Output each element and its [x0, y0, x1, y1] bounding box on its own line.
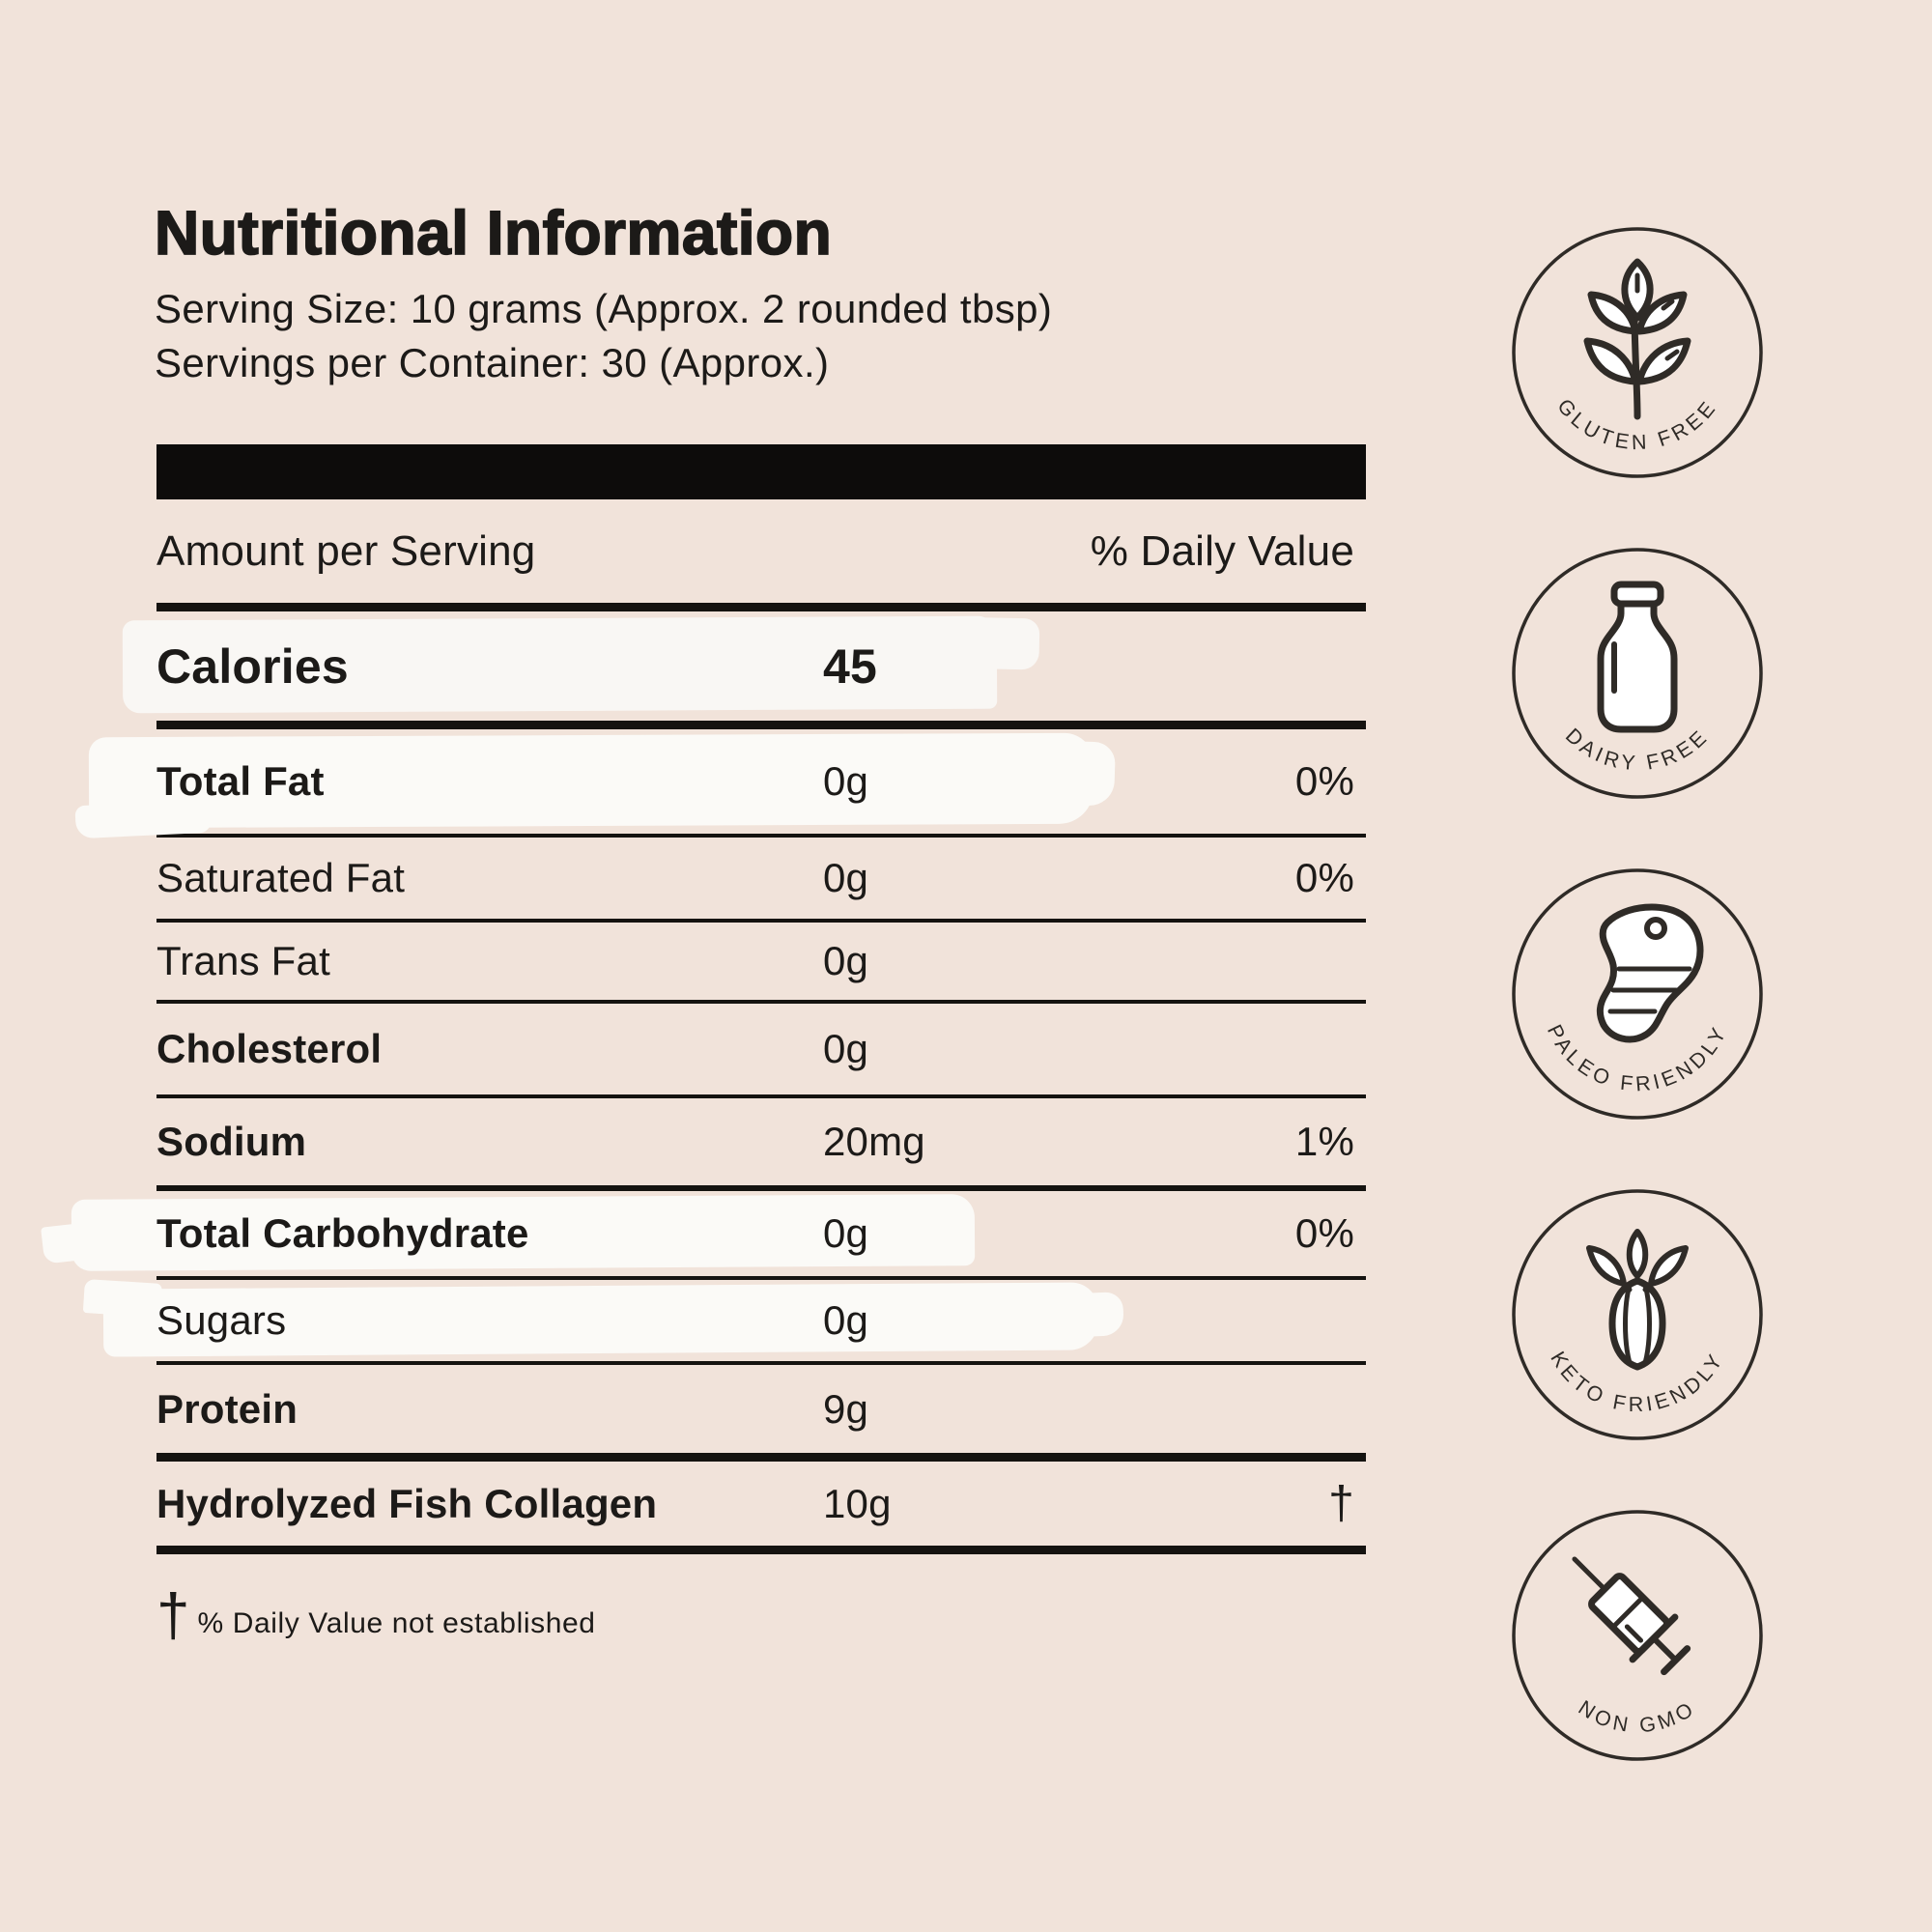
row-label: Calories	[156, 639, 349, 694]
row-amount: 0g	[823, 758, 869, 804]
table-row-cholesterol: Cholesterol 0g	[156, 1004, 1366, 1098]
serving-size-text: Serving Size: 10 grams (Approx. 2 rounde…	[155, 286, 1053, 331]
row-label: Saturated Fat	[156, 855, 406, 900]
row-label: Sugars	[156, 1297, 287, 1343]
row-amount: 20mg	[823, 1119, 925, 1164]
row-amount: 9g	[823, 1385, 869, 1432]
row-amount: 45	[823, 639, 878, 694]
row-label: Sodium	[156, 1119, 307, 1164]
badge-gluten-free: GLUTEN FREE	[1510, 225, 1765, 480]
table-row-calories: Calories 45	[122, 611, 1366, 729]
row-label: Protein	[156, 1385, 298, 1432]
table-header-row: Amount per Serving % Daily Value	[156, 499, 1366, 611]
servings-per-container-text: Servings per Container: 30 (Approx.)	[155, 340, 830, 385]
badge-label: NON GMO	[1575, 1696, 1701, 1738]
row-daily-value: 0%	[1294, 1210, 1354, 1256]
dagger-symbol: †	[1328, 1478, 1354, 1529]
table-row-saturated-fat: Saturated Fat 0g 0%	[156, 838, 1366, 923]
milk-bottle-icon	[1597, 581, 1678, 733]
divider-bar	[156, 444, 1366, 499]
badge-circle	[1512, 227, 1763, 478]
row-label: Total Fat	[156, 758, 325, 804]
badge-paleo-friendly: PALEO FRIENDLY	[1510, 867, 1765, 1122]
sprout-icon	[1586, 1229, 1689, 1371]
amount-header: Amount per Serving	[156, 526, 536, 575]
row-daily-value: 1%	[1294, 1119, 1354, 1164]
row-label: Cholesterol	[156, 1026, 383, 1071]
footnote-text: % Daily Value not established	[197, 1607, 596, 1639]
dagger-icon: †	[156, 1582, 190, 1649]
table-row-sodium: Sodium 20mg 1%	[156, 1098, 1366, 1191]
row-label: Hydrolyzed Fish Collagen	[156, 1480, 658, 1526]
badge-circle	[1512, 1189, 1763, 1440]
wheat-icon	[1583, 258, 1691, 420]
row-label: Trans Fat	[156, 938, 330, 983]
steak-icon	[1596, 903, 1704, 1043]
table-row-hydrolyzed-fish-collagen: Hydrolyzed Fish Collagen 10g †	[156, 1462, 1366, 1554]
row-amount: 0g	[823, 855, 869, 900]
table-row-protein: Protein 9g	[156, 1365, 1366, 1462]
table-row-total-carbohydrate: Total Carbohydrate 0g 0%	[71, 1191, 1366, 1280]
footnote: † % Daily Value not established	[156, 1586, 596, 1646]
row-label: Total Carbohydrate	[156, 1210, 529, 1256]
row-amount: 0g	[823, 1026, 869, 1071]
badge-circle	[1512, 548, 1763, 799]
badge-circle	[1512, 868, 1763, 1120]
row-daily-value: 0%	[1294, 855, 1354, 900]
daily-value-header: % Daily Value	[1090, 526, 1354, 575]
table-row-total-fat: Total Fat 0g 0%	[88, 729, 1366, 838]
page-title: Nutritional Information	[154, 197, 833, 269]
row-daily-value: 0%	[1294, 758, 1354, 804]
table-row-trans-fat: Trans Fat 0g	[156, 923, 1366, 1004]
badge-circle	[1512, 1510, 1763, 1761]
syringe-icon	[1572, 1556, 1691, 1676]
row-amount: 0g	[823, 1297, 869, 1343]
badge-dairy-free: DAIRY FREE	[1510, 546, 1765, 801]
row-amount: 0g	[823, 1210, 869, 1256]
badge-keto-friendly: KETO FRIENDLY	[1510, 1187, 1765, 1442]
table-row-sugars: Sugars 0g	[102, 1280, 1366, 1365]
row-amount: 0g	[823, 938, 869, 983]
row-amount: 10g	[823, 1480, 892, 1526]
badge-non-gmo: NON GMO	[1510, 1508, 1765, 1763]
nutrition-table: Amount per Serving % Daily Value Calorie…	[71, 499, 1366, 1554]
